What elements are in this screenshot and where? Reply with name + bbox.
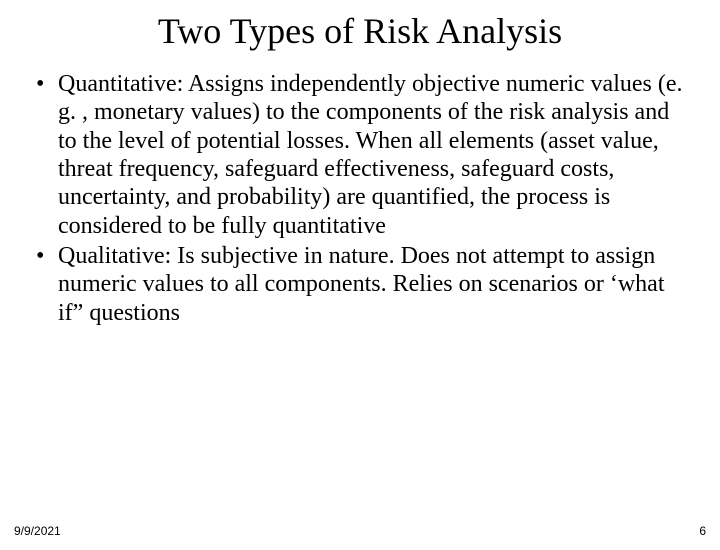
list-item: • Quantitative: Assigns independently ob…	[30, 70, 690, 240]
slide-body: • Quantitative: Assigns independently ob…	[0, 70, 720, 327]
footer-date: 9/9/2021	[14, 524, 61, 538]
slide-title: Two Types of Risk Analysis	[0, 10, 720, 52]
bullet-icon: •	[36, 70, 44, 98]
footer-page-number: 6	[699, 524, 706, 538]
slide: Two Types of Risk Analysis • Quantitativ…	[0, 10, 720, 550]
bullet-text: Qualitative: Is subjective in nature. Do…	[58, 243, 665, 326]
slide-footer: 9/9/2021 6	[0, 524, 720, 538]
bullet-icon: •	[36, 242, 44, 270]
bullet-list: • Quantitative: Assigns independently ob…	[30, 70, 690, 327]
bullet-text: Quantitative: Assigns independently obje…	[58, 71, 683, 239]
list-item: • Qualitative: Is subjective in nature. …	[30, 242, 690, 327]
